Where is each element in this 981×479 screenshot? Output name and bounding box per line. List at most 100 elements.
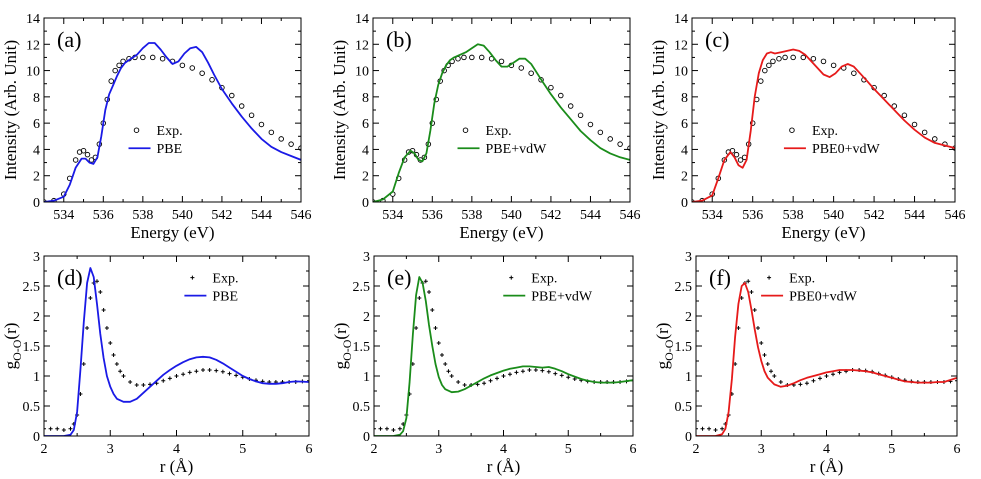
x-tick-label: 540 <box>501 208 522 223</box>
data-point <box>769 369 774 374</box>
data-point <box>121 374 126 378</box>
y-tick-label: 3 <box>33 250 40 265</box>
data-point <box>194 369 199 374</box>
data-point <box>548 84 554 91</box>
data-point <box>85 326 90 330</box>
chart-panel-6: 2 3 4 5 6 0 0.5 1 1.5 2 2.5 3 r (Å) gO-O(r) (f) Exp. PBE… <box>653 250 961 476</box>
data-point <box>527 368 532 372</box>
data-point <box>248 112 255 119</box>
data-point <box>80 147 87 154</box>
data-point <box>810 55 817 62</box>
x-tick-label: 534 <box>702 208 723 223</box>
data-point <box>932 136 938 142</box>
series-PBE <box>44 42 301 202</box>
x-tick-label: 3 <box>435 442 442 457</box>
legend-swatch <box>190 275 195 280</box>
legend-label: Exp. <box>531 272 557 287</box>
data-point <box>134 383 139 387</box>
y-tick-label: 2 <box>362 170 369 185</box>
data-point <box>696 426 698 431</box>
y-tick-label: 14 <box>674 12 688 27</box>
data-point <box>108 78 114 84</box>
data-point <box>209 77 215 83</box>
chart-panel-4: 2 3 4 5 6 0 0.5 1 1.5 2 2.5 3 r (Å) gO-O(r) (d) Exp. PBE <box>1 250 313 476</box>
x-tick-label: 2 <box>371 442 378 457</box>
x-tick-label: 5 <box>239 442 246 457</box>
chart-panel-5: 2 3 4 5 6 0 0.5 1 1.5 2 2.5 3 r (Å) gO-O(r) (e) Exp. PBE… <box>331 250 637 476</box>
data-point <box>88 296 93 300</box>
data-point <box>820 58 827 65</box>
y-tick-label: 2 <box>681 170 688 185</box>
data-point <box>607 136 613 142</box>
legend-swatch <box>133 127 140 133</box>
data-point <box>207 368 212 372</box>
x-tick-label: 542 <box>864 208 885 223</box>
legend-label: PBE+vdW <box>531 290 593 305</box>
y-tick-label: 2.5 <box>675 280 693 295</box>
data-point <box>790 54 796 61</box>
data-point <box>111 353 116 357</box>
data-point <box>201 368 205 372</box>
y-tick-label: 2.5 <box>353 280 371 295</box>
y-tick-label: 10 <box>674 65 688 80</box>
data-point <box>118 369 123 374</box>
plot-frame <box>372 17 631 203</box>
panel-label: (e) <box>387 265 411 290</box>
data-point <box>501 374 506 378</box>
y-tick-label: 4 <box>33 143 40 158</box>
data-point <box>495 376 500 381</box>
panel-label: (b) <box>386 27 412 52</box>
y-axis-label: Intensity (Arb. Unit) <box>1 40 20 180</box>
data-point <box>546 369 551 374</box>
x-axis-label: r (Å) <box>810 457 844 476</box>
data-point <box>446 369 451 374</box>
data-point <box>709 191 715 197</box>
x-tick-label: 2 <box>41 442 48 457</box>
y-tick-label: 3 <box>363 250 370 265</box>
y-tick-label: 1 <box>363 370 370 385</box>
data-point <box>417 296 422 300</box>
panel-label: (c) <box>705 27 729 52</box>
data-point <box>713 428 718 432</box>
data-point <box>81 362 86 366</box>
data-point <box>824 374 829 378</box>
series-line <box>374 276 633 436</box>
data-point <box>737 157 744 163</box>
data-point <box>577 112 584 119</box>
y-tick-label: 8 <box>33 91 40 106</box>
legend-label: PBE0+vdW <box>789 290 858 305</box>
legend-label: PBE+vdW <box>486 142 548 157</box>
data-point <box>423 279 428 284</box>
panel-label: (f) <box>709 265 731 290</box>
data-point <box>68 426 73 431</box>
data-point <box>911 121 918 128</box>
x-axis-label: r (Å) <box>160 457 194 476</box>
x-tick-label: 546 <box>945 208 966 223</box>
data-point <box>533 368 538 372</box>
data-point <box>227 371 232 376</box>
y-tick-label: 0 <box>685 430 692 445</box>
data-point <box>378 426 383 431</box>
x-tick-label: 536 <box>93 208 114 223</box>
y-tick-label: 0 <box>33 430 40 445</box>
data-point <box>258 121 265 128</box>
data-point <box>782 54 788 61</box>
data-point <box>572 377 577 381</box>
x-tick-label: 544 <box>251 208 272 223</box>
y-tick-label: 3 <box>685 250 692 265</box>
legend-swatch <box>462 127 469 133</box>
data-point <box>830 62 837 69</box>
y-axis-label: Intensity (Arb. Unit) <box>649 40 668 180</box>
data-point <box>149 54 156 61</box>
data-point <box>558 92 564 99</box>
data-point <box>238 103 245 109</box>
data-point <box>430 308 435 312</box>
data-point <box>729 147 736 154</box>
x-tick-label: 546 <box>620 208 641 223</box>
data-point <box>433 326 438 330</box>
plot-frame <box>691 17 956 203</box>
data-point <box>770 58 776 65</box>
data-point <box>627 145 630 151</box>
legend-label: Exp. <box>789 272 815 287</box>
